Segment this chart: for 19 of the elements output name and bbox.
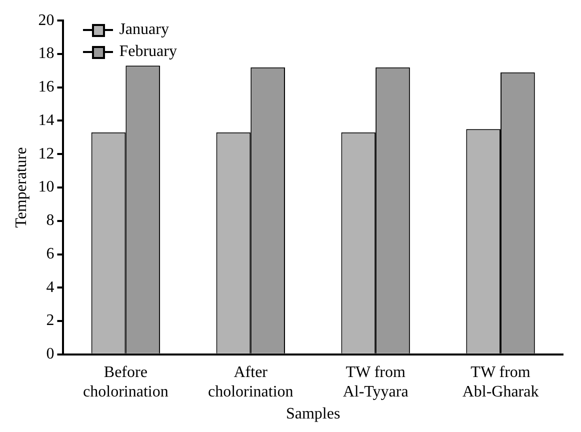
y-tick-label: 16 [38, 78, 54, 96]
x-tick-label: After cholorination [208, 364, 294, 400]
legend-label: January [119, 20, 169, 39]
y-tick-label: 4 [46, 278, 54, 296]
x-axis-title: Samples [286, 406, 340, 423]
y-tick-label: 10 [38, 178, 54, 196]
x-tick-label: Before cholorination [83, 364, 168, 400]
y-tick-label: 12 [38, 145, 54, 162]
y-tick-label: 2 [46, 312, 54, 330]
y-tick-label: 20 [38, 12, 54, 29]
y-tick-label: 8 [46, 212, 54, 230]
y-axis-title: Temperature [12, 147, 30, 228]
y-tick-label: 6 [46, 245, 54, 262]
x-tick-label: TW from Al-Tyyara [342, 364, 408, 400]
y-tick-label: 0 [46, 346, 54, 363]
y-tick-label: 18 [38, 45, 54, 62]
y-tick-label: 14 [38, 112, 54, 129]
legend-label: February [119, 42, 177, 61]
x-tick-label: TW from Abl-Gharak [462, 364, 539, 400]
